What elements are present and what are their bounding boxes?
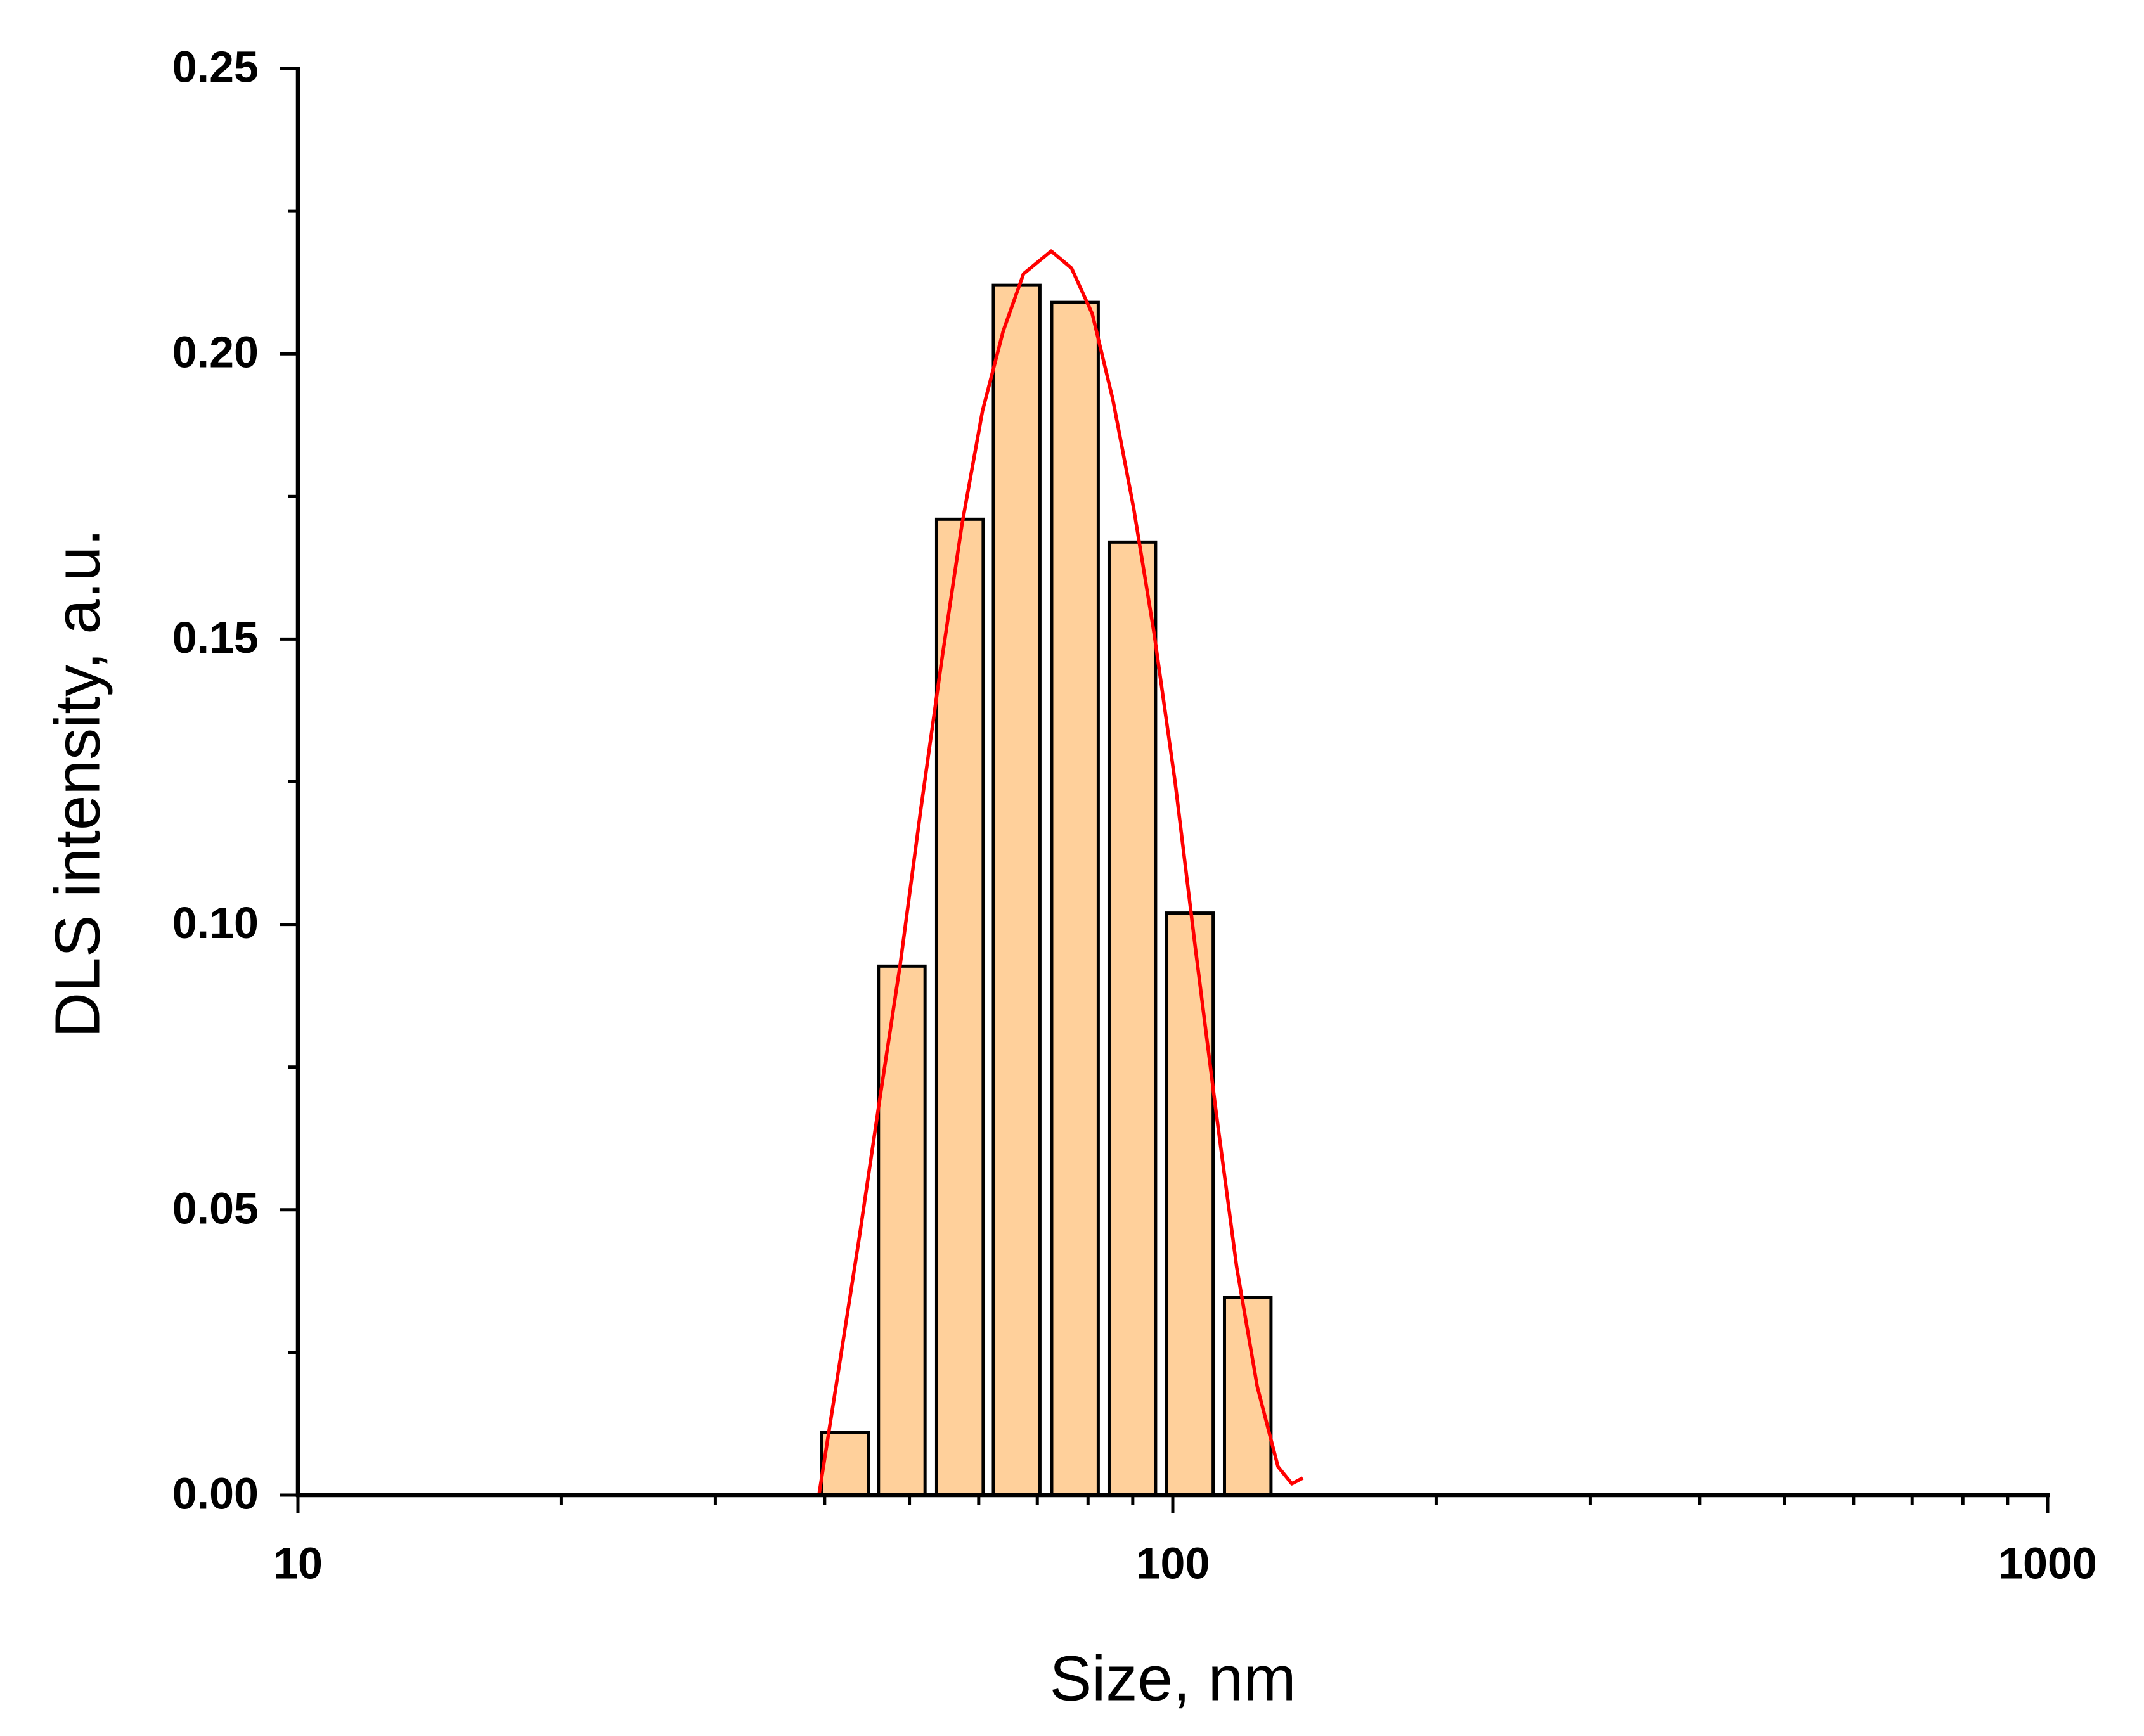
x-tick-label: 100 bbox=[1136, 1538, 1210, 1588]
bar bbox=[1050, 300, 1100, 1497]
bar bbox=[934, 517, 985, 1497]
y-tick-label: 0.00 bbox=[172, 1469, 259, 1518]
fit-curve bbox=[817, 249, 1304, 1496]
y-axis-label: DLS intensity, a.u. bbox=[42, 529, 113, 1038]
x-axis-label: Size, nm bbox=[1049, 1643, 1296, 1714]
y-tick-label: 0.10 bbox=[172, 898, 259, 948]
x-tick-label: 1000 bbox=[1998, 1538, 2097, 1588]
y-tick-label: 0.20 bbox=[172, 328, 259, 377]
y-tick-label: 0.25 bbox=[172, 42, 259, 91]
y-tick-label: 0.05 bbox=[172, 1183, 259, 1233]
x-tick-label: 10 bbox=[273, 1538, 323, 1588]
bar bbox=[1165, 911, 1215, 1497]
y-tick-label: 0.15 bbox=[172, 613, 259, 662]
bar bbox=[1107, 540, 1158, 1497]
bar bbox=[991, 283, 1042, 1497]
bar bbox=[877, 964, 927, 1497]
